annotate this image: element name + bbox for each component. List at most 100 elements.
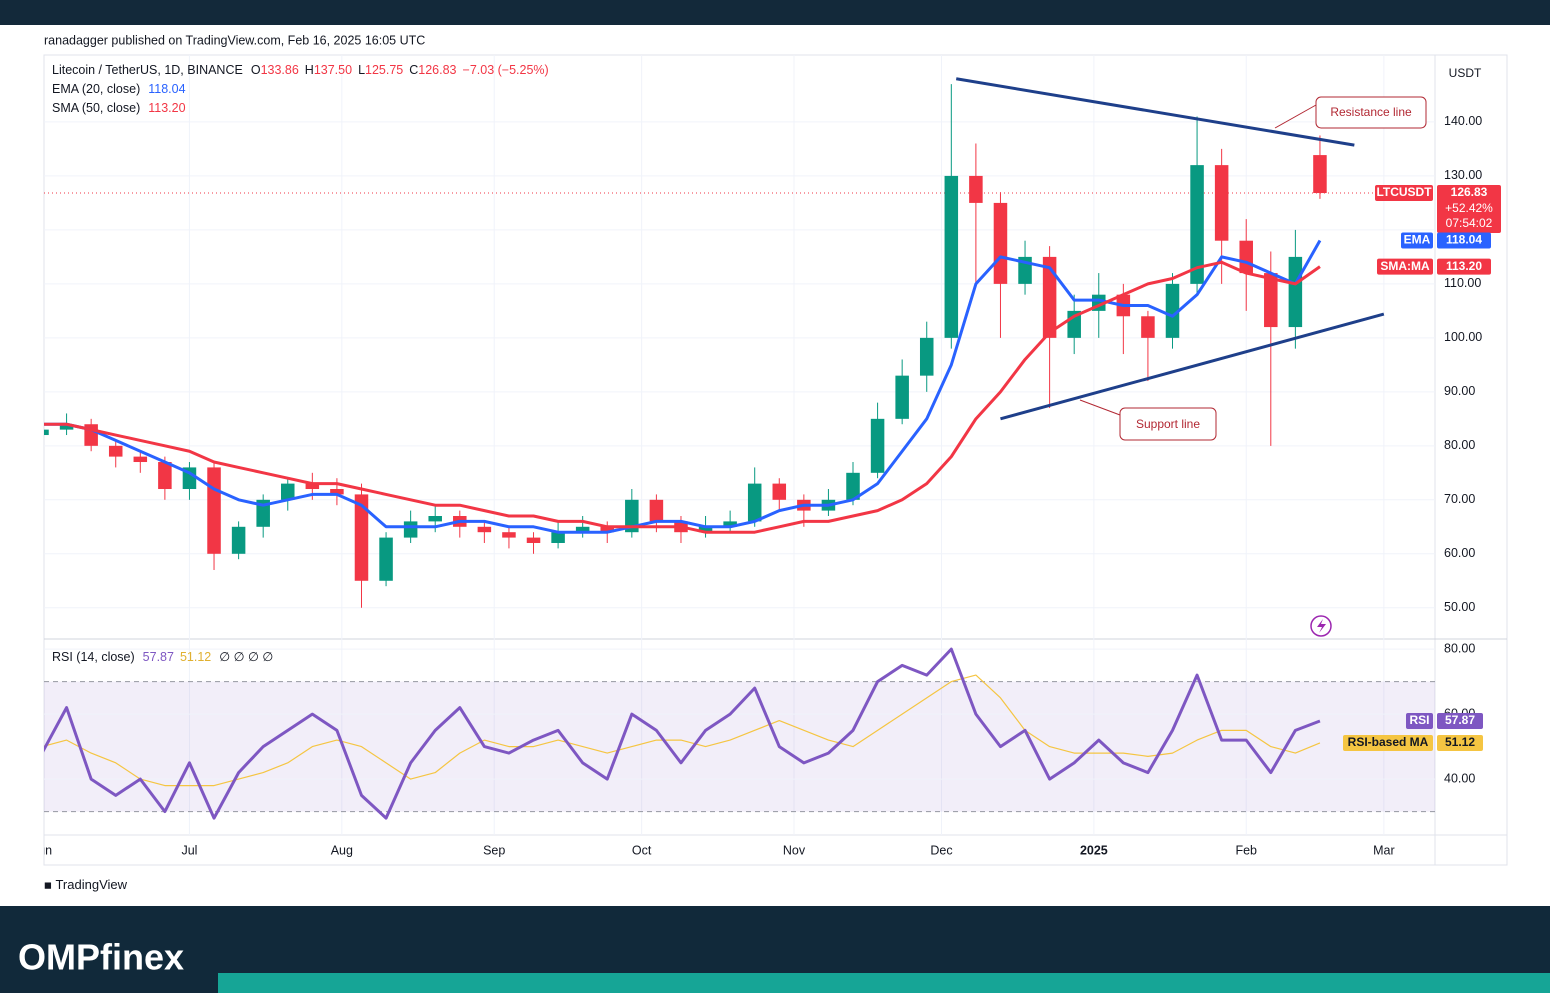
candle-body — [231, 526, 246, 554]
footer-accent — [218, 973, 1550, 993]
candle-body — [207, 467, 221, 554]
price-badge-bg — [1437, 185, 1501, 234]
rsi-line — [44, 674, 1321, 787]
candle-body — [1190, 165, 1204, 284]
candle-body — [158, 462, 172, 490]
candle-body — [698, 526, 713, 533]
candle-body — [919, 337, 934, 376]
callout-pointer — [1079, 399, 1121, 416]
candle-body — [256, 499, 270, 527]
candle-body — [1141, 316, 1155, 338]
y-tick-label: 90.00 — [1444, 384, 1475, 398]
y-tick-label: 110.00 — [1444, 276, 1481, 290]
price-name-badge: LTCUSDT — [1376, 185, 1432, 199]
legend-sma: SMA (50, close) 113.20 — [52, 101, 186, 115]
ma-value-badge: 113.20 — [1446, 259, 1482, 273]
x-tick-label: Jul — [181, 843, 197, 857]
candle-body — [625, 499, 639, 533]
y-tick-label: 140.00 — [1444, 114, 1482, 128]
candle-body — [747, 483, 762, 522]
y-tick-label: 80.00 — [1444, 641, 1475, 655]
candle-body — [600, 526, 615, 533]
candle-body — [281, 483, 295, 500]
legend-rsi: RSI (14, close) 57.87 51.12 ∅ ∅ ∅ ∅ — [52, 650, 273, 664]
candle-body — [575, 526, 590, 533]
ma-value-badge: 118.04 — [1446, 233, 1482, 247]
trendline — [955, 77, 1355, 147]
x-tick-label: Mar — [1373, 843, 1395, 857]
candle-body — [649, 499, 664, 522]
candle-body — [1239, 240, 1253, 274]
axis-unit: USDT — [1449, 66, 1482, 80]
alert-icon-bolt — [1317, 619, 1326, 633]
chart-frame — [43, 54, 1508, 866]
candle-body — [772, 483, 787, 500]
x-tick-label: Aug — [331, 843, 353, 857]
rsi-band — [44, 681, 1435, 812]
candle-body — [1214, 165, 1229, 241]
candle-body — [502, 532, 516, 538]
rsi-name-badge: RSI — [1409, 713, 1429, 727]
candle-body — [895, 375, 909, 419]
ma-name-badge: EMA — [1404, 233, 1431, 247]
y-tick-label: 80.00 — [1444, 438, 1475, 452]
legend-main: Litecoin / TetherUS, 1D, BINANCE O133.86 H… — [52, 63, 549, 77]
top-bar — [0, 0, 1550, 25]
ma-value-badge-bg — [1437, 258, 1491, 275]
trendline — [1000, 312, 1385, 421]
candle-body — [969, 175, 983, 203]
candle-body — [846, 472, 860, 500]
callout-text: Support line — [1136, 417, 1200, 431]
publisher: ranadagger published on TradingView.com,… — [44, 33, 425, 47]
candle-body — [379, 537, 393, 581]
candle-body — [1165, 283, 1180, 338]
ma-name-badge-bg — [1401, 232, 1433, 249]
rsi-name-badge-bg — [1343, 734, 1433, 751]
candle-body — [330, 489, 344, 495]
candle-body — [477, 526, 492, 533]
legend-ema: EMA (20, close) 118.04 — [52, 82, 186, 96]
y-tick-label: 50.00 — [1444, 600, 1475, 614]
y-tick-label: 60.00 — [1444, 546, 1475, 560]
rsi-name-badge-bg — [1406, 713, 1433, 730]
y-tick-label: 40.00 — [1444, 771, 1475, 785]
candle-body — [526, 537, 541, 543]
ma-name-badge: SMA:MA — [1380, 259, 1430, 273]
price-badge: 126.83 — [1451, 185, 1488, 199]
candle-body — [108, 445, 123, 457]
x-tick-label: Jun — [32, 843, 52, 857]
candle-body — [59, 424, 74, 430]
rsi-line — [44, 647, 1321, 820]
y-tick-label: 100.00 — [1444, 330, 1482, 344]
countdown-badge: 07:54:02 — [1446, 216, 1493, 230]
x-tick-label: Oct — [632, 843, 652, 857]
x-tick-label: Feb — [1235, 843, 1257, 857]
rsi-value-badge-bg — [1437, 734, 1483, 751]
footer-logo: OMPfinex — [18, 937, 184, 978]
ma-name-badge-bg — [1377, 258, 1433, 275]
candle-body — [723, 521, 737, 527]
rsi-value-badge: 57.87 — [1445, 713, 1475, 727]
candle-body — [354, 494, 369, 581]
rsi-name-badge: RSI-based MA — [1348, 735, 1429, 749]
change-badge: +52.42% — [1445, 201, 1493, 215]
candle-body — [1288, 256, 1303, 328]
x-tick-label: Sep — [483, 843, 505, 857]
candle-body — [1313, 155, 1327, 194]
candle-body — [403, 521, 418, 538]
ma-value-badge-bg — [1437, 232, 1491, 249]
candle-body — [428, 516, 442, 522]
candle-body — [551, 532, 565, 543]
brand: ■ TradingView — [44, 877, 128, 892]
rsi-value-badge: 51.12 — [1445, 735, 1475, 749]
candle-body — [1264, 273, 1278, 328]
ma-line — [44, 260, 1321, 534]
x-tick-label: 2025 — [1080, 843, 1108, 857]
candle-body — [1042, 256, 1057, 338]
y-tick-label: 130.00 — [1444, 168, 1482, 182]
candle-body — [870, 418, 885, 473]
candle-body — [944, 175, 959, 338]
candle-body — [44, 429, 49, 436]
callout-box — [1315, 96, 1427, 129]
